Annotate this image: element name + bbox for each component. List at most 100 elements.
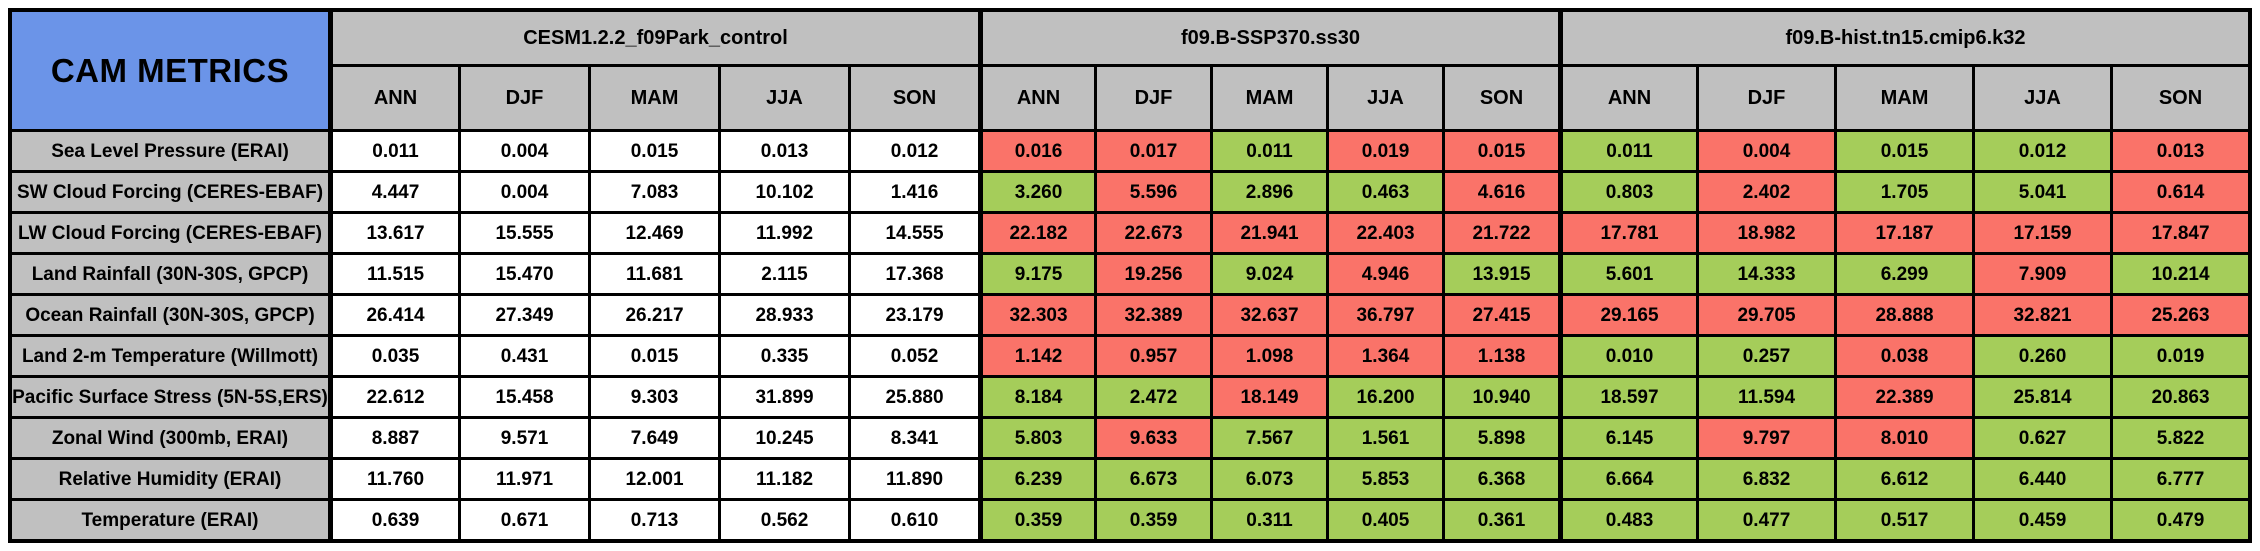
metric-value-cell: 17.187: [1837, 214, 1972, 252]
metric-value-cell: 2.402: [1699, 173, 1834, 211]
metric-value-cell: 0.012: [1975, 132, 2110, 170]
metric-value-cell: 6.664: [1561, 460, 1696, 498]
metric-value-cell: 21.722: [1445, 214, 1558, 252]
metric-row-label-text: Temperature (ERAI): [81, 509, 259, 531]
metric-value-cell: 6.777: [2113, 460, 2248, 498]
metric-value-cell: 0.713: [591, 501, 718, 539]
metric-value-cell: 0.483: [1561, 501, 1696, 539]
metric-row-label: Pacific Surface Stress (5N-5S,ERS): [12, 378, 328, 416]
metric-value-cell: 0.335: [721, 337, 848, 375]
metric-value-cell: 0.477: [1699, 501, 1834, 539]
metric-value-cell: 1.138: [1445, 337, 1558, 375]
metric-value-cell: 0.013: [2113, 132, 2248, 170]
metric-value-cell: 23.179: [851, 296, 978, 334]
metric-value-cell: 6.145: [1561, 419, 1696, 457]
metric-row-label-text: Sea Level Pressure (ERAI): [51, 140, 289, 162]
metric-value-cell: 11.992: [721, 214, 848, 252]
metric-value-cell: 9.571: [461, 419, 588, 457]
metric-value-cell: 0.015: [591, 132, 718, 170]
metric-value-cell: 4.946: [1329, 255, 1442, 293]
metric-value-cell: 1.098: [1213, 337, 1326, 375]
metric-value-cell: 2.472: [1097, 378, 1210, 416]
metric-row-label-text: Relative Humidity (ERAI): [58, 468, 282, 490]
metric-value-cell: 20.863: [2113, 378, 2248, 416]
metric-value-cell: 14.333: [1699, 255, 1834, 293]
metric-row-label: Sea Level Pressure (ERAI): [12, 132, 328, 170]
season-header-mam-group2: MAM: [1213, 67, 1326, 129]
metric-row-label: Zonal Wind (300mb, ERAI): [12, 419, 328, 457]
season-header-djf-group3: DJF: [1699, 67, 1834, 129]
metric-value-cell: 12.469: [591, 214, 718, 252]
metric-row-label: Land 2-m Temperature (Willmott): [12, 337, 328, 375]
metric-value-cell: 0.035: [331, 337, 458, 375]
metric-value-cell: 28.888: [1837, 296, 1972, 334]
metric-value-cell: 25.880: [851, 378, 978, 416]
metric-value-cell: 22.673: [1097, 214, 1210, 252]
metric-value-cell: 0.803: [1561, 173, 1696, 211]
metric-value-cell: 16.200: [1329, 378, 1442, 416]
metric-value-cell: 17.368: [851, 255, 978, 293]
metric-row-label-text: SW Cloud Forcing (CERES-EBAF): [16, 181, 324, 203]
metric-value-cell: 0.359: [981, 501, 1094, 539]
metric-row-label: Temperature (ERAI): [12, 501, 328, 539]
metric-value-cell: 7.909: [1975, 255, 2110, 293]
season-header-mam-group3: MAM: [1837, 67, 1972, 129]
metric-value-cell: 15.470: [461, 255, 588, 293]
metric-row-label-text: Land 2-m Temperature (Willmott): [21, 345, 319, 367]
metric-value-cell: 17.781: [1561, 214, 1696, 252]
metric-value-cell: 10.102: [721, 173, 848, 211]
metric-value-cell: 0.260: [1975, 337, 2110, 375]
metric-value-cell: 9.024: [1213, 255, 1326, 293]
column-group-header-hist-run: f09.B-hist.tn15.cmip6.k32: [1561, 12, 2248, 64]
metric-value-cell: 0.361: [1445, 501, 1558, 539]
metric-value-cell: 32.637: [1213, 296, 1326, 334]
metric-row-label-text: Land Rainfall (30N-30S, GPCP): [31, 263, 309, 285]
metric-value-cell: 7.083: [591, 173, 718, 211]
metric-row-label-text: Ocean Rainfall (30N-30S, GPCP): [25, 304, 315, 326]
metric-value-cell: 0.017: [1097, 132, 1210, 170]
metric-value-cell: 0.614: [2113, 173, 2248, 211]
metric-value-cell: 29.705: [1699, 296, 1834, 334]
metric-value-cell: 6.673: [1097, 460, 1210, 498]
metric-value-cell: 1.705: [1837, 173, 1972, 211]
season-header-jja-group3: JJA: [1975, 67, 2110, 129]
metric-value-cell: 9.175: [981, 255, 1094, 293]
season-header-djf-group2: DJF: [1097, 67, 1210, 129]
metric-value-cell: 22.612: [331, 378, 458, 416]
metric-value-cell: 0.405: [1329, 501, 1442, 539]
metric-value-cell: 0.019: [2113, 337, 2248, 375]
season-header-ann-group1: ANN: [331, 67, 458, 129]
metric-value-cell: 7.649: [591, 419, 718, 457]
metric-value-cell: 31.899: [721, 378, 848, 416]
column-group-header-ssp370-run: f09.B-SSP370.ss30: [981, 12, 1558, 64]
metric-value-cell: 0.459: [1975, 501, 2110, 539]
metric-value-cell: 36.797: [1329, 296, 1442, 334]
metric-value-cell: 6.368: [1445, 460, 1558, 498]
metric-value-cell: 26.217: [591, 296, 718, 334]
metric-value-cell: 13.617: [331, 214, 458, 252]
metric-value-cell: 29.165: [1561, 296, 1696, 334]
metric-value-cell: 0.052: [851, 337, 978, 375]
metric-value-cell: 11.890: [851, 460, 978, 498]
metric-value-cell: 0.011: [1213, 132, 1326, 170]
metric-value-cell: 0.011: [331, 132, 458, 170]
metric-value-cell: 0.011: [1561, 132, 1696, 170]
column-group-header-control-run: CESM1.2.2_f09Park_control: [331, 12, 978, 64]
metric-value-cell: 1.142: [981, 337, 1094, 375]
metric-value-cell: 17.159: [1975, 214, 2110, 252]
metric-value-cell: 6.832: [1699, 460, 1834, 498]
metric-value-cell: 10.245: [721, 419, 848, 457]
metric-value-cell: 0.016: [981, 132, 1094, 170]
metric-row-label-text: LW Cloud Forcing (CERES-EBAF): [18, 222, 322, 244]
metric-value-cell: 27.415: [1445, 296, 1558, 334]
metric-value-cell: 8.010: [1837, 419, 1972, 457]
metric-value-cell: 19.256: [1097, 255, 1210, 293]
metric-value-cell: 5.898: [1445, 419, 1558, 457]
metric-value-cell: 10.214: [2113, 255, 2248, 293]
season-header-son-group1: SON: [851, 67, 978, 129]
metric-value-cell: 22.389: [1837, 378, 1972, 416]
metric-row-label: SW Cloud Forcing (CERES-EBAF): [12, 173, 328, 211]
metric-value-cell: 18.597: [1561, 378, 1696, 416]
metric-value-cell: 0.010: [1561, 337, 1696, 375]
